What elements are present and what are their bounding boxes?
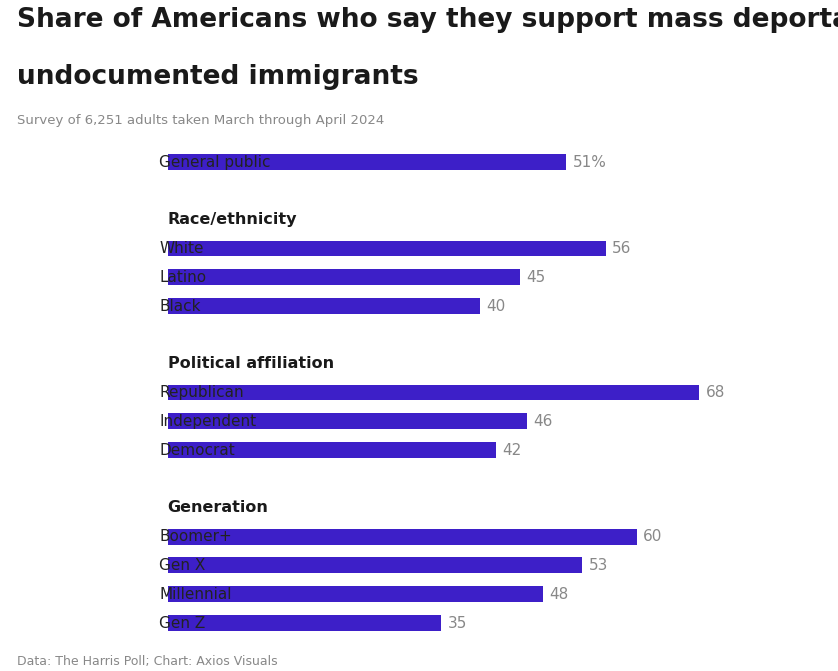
Text: 35: 35: [447, 615, 467, 631]
Bar: [168, 586, 543, 602]
Text: Latino: Latino: [159, 270, 206, 285]
Bar: [168, 269, 520, 285]
Text: 42: 42: [502, 443, 521, 458]
Text: 68: 68: [706, 385, 725, 400]
Bar: [168, 384, 700, 401]
Text: Independent: Independent: [159, 414, 256, 429]
Text: Boomer+: Boomer+: [159, 529, 232, 544]
Text: 53: 53: [588, 558, 608, 573]
Text: Share of Americans who say they support mass deportations of: Share of Americans who say they support …: [17, 7, 838, 33]
Text: 40: 40: [487, 299, 506, 313]
Text: Survey of 6,251 adults taken March through April 2024: Survey of 6,251 adults taken March throu…: [17, 114, 384, 127]
Text: Millennial: Millennial: [159, 586, 232, 602]
Bar: [168, 298, 480, 314]
Text: Generation: Generation: [168, 501, 268, 515]
Bar: [168, 442, 496, 458]
Bar: [168, 413, 527, 429]
Bar: [168, 529, 637, 545]
Text: Political affiliation: Political affiliation: [168, 356, 334, 371]
Text: Republican: Republican: [159, 385, 244, 400]
Text: undocumented immigrants: undocumented immigrants: [17, 64, 418, 90]
Bar: [168, 240, 606, 256]
Text: Data: The Harris Poll; Chart: Axios Visuals: Data: The Harris Poll; Chart: Axios Visu…: [17, 655, 277, 668]
Text: 48: 48: [549, 586, 568, 602]
Text: White: White: [159, 241, 204, 256]
Bar: [168, 615, 442, 631]
Text: Gen Z: Gen Z: [159, 615, 205, 631]
Text: 46: 46: [534, 414, 553, 429]
Bar: [168, 154, 566, 170]
Text: 51%: 51%: [572, 154, 607, 170]
Bar: [168, 558, 582, 573]
Text: 45: 45: [525, 270, 545, 285]
Text: Democrat: Democrat: [159, 443, 235, 458]
Text: Black: Black: [159, 299, 201, 313]
Text: Gen X: Gen X: [159, 558, 205, 573]
Text: 60: 60: [643, 529, 663, 544]
Text: General public: General public: [159, 154, 271, 170]
Text: 56: 56: [612, 241, 631, 256]
Text: Race/ethnicity: Race/ethnicity: [168, 212, 297, 227]
